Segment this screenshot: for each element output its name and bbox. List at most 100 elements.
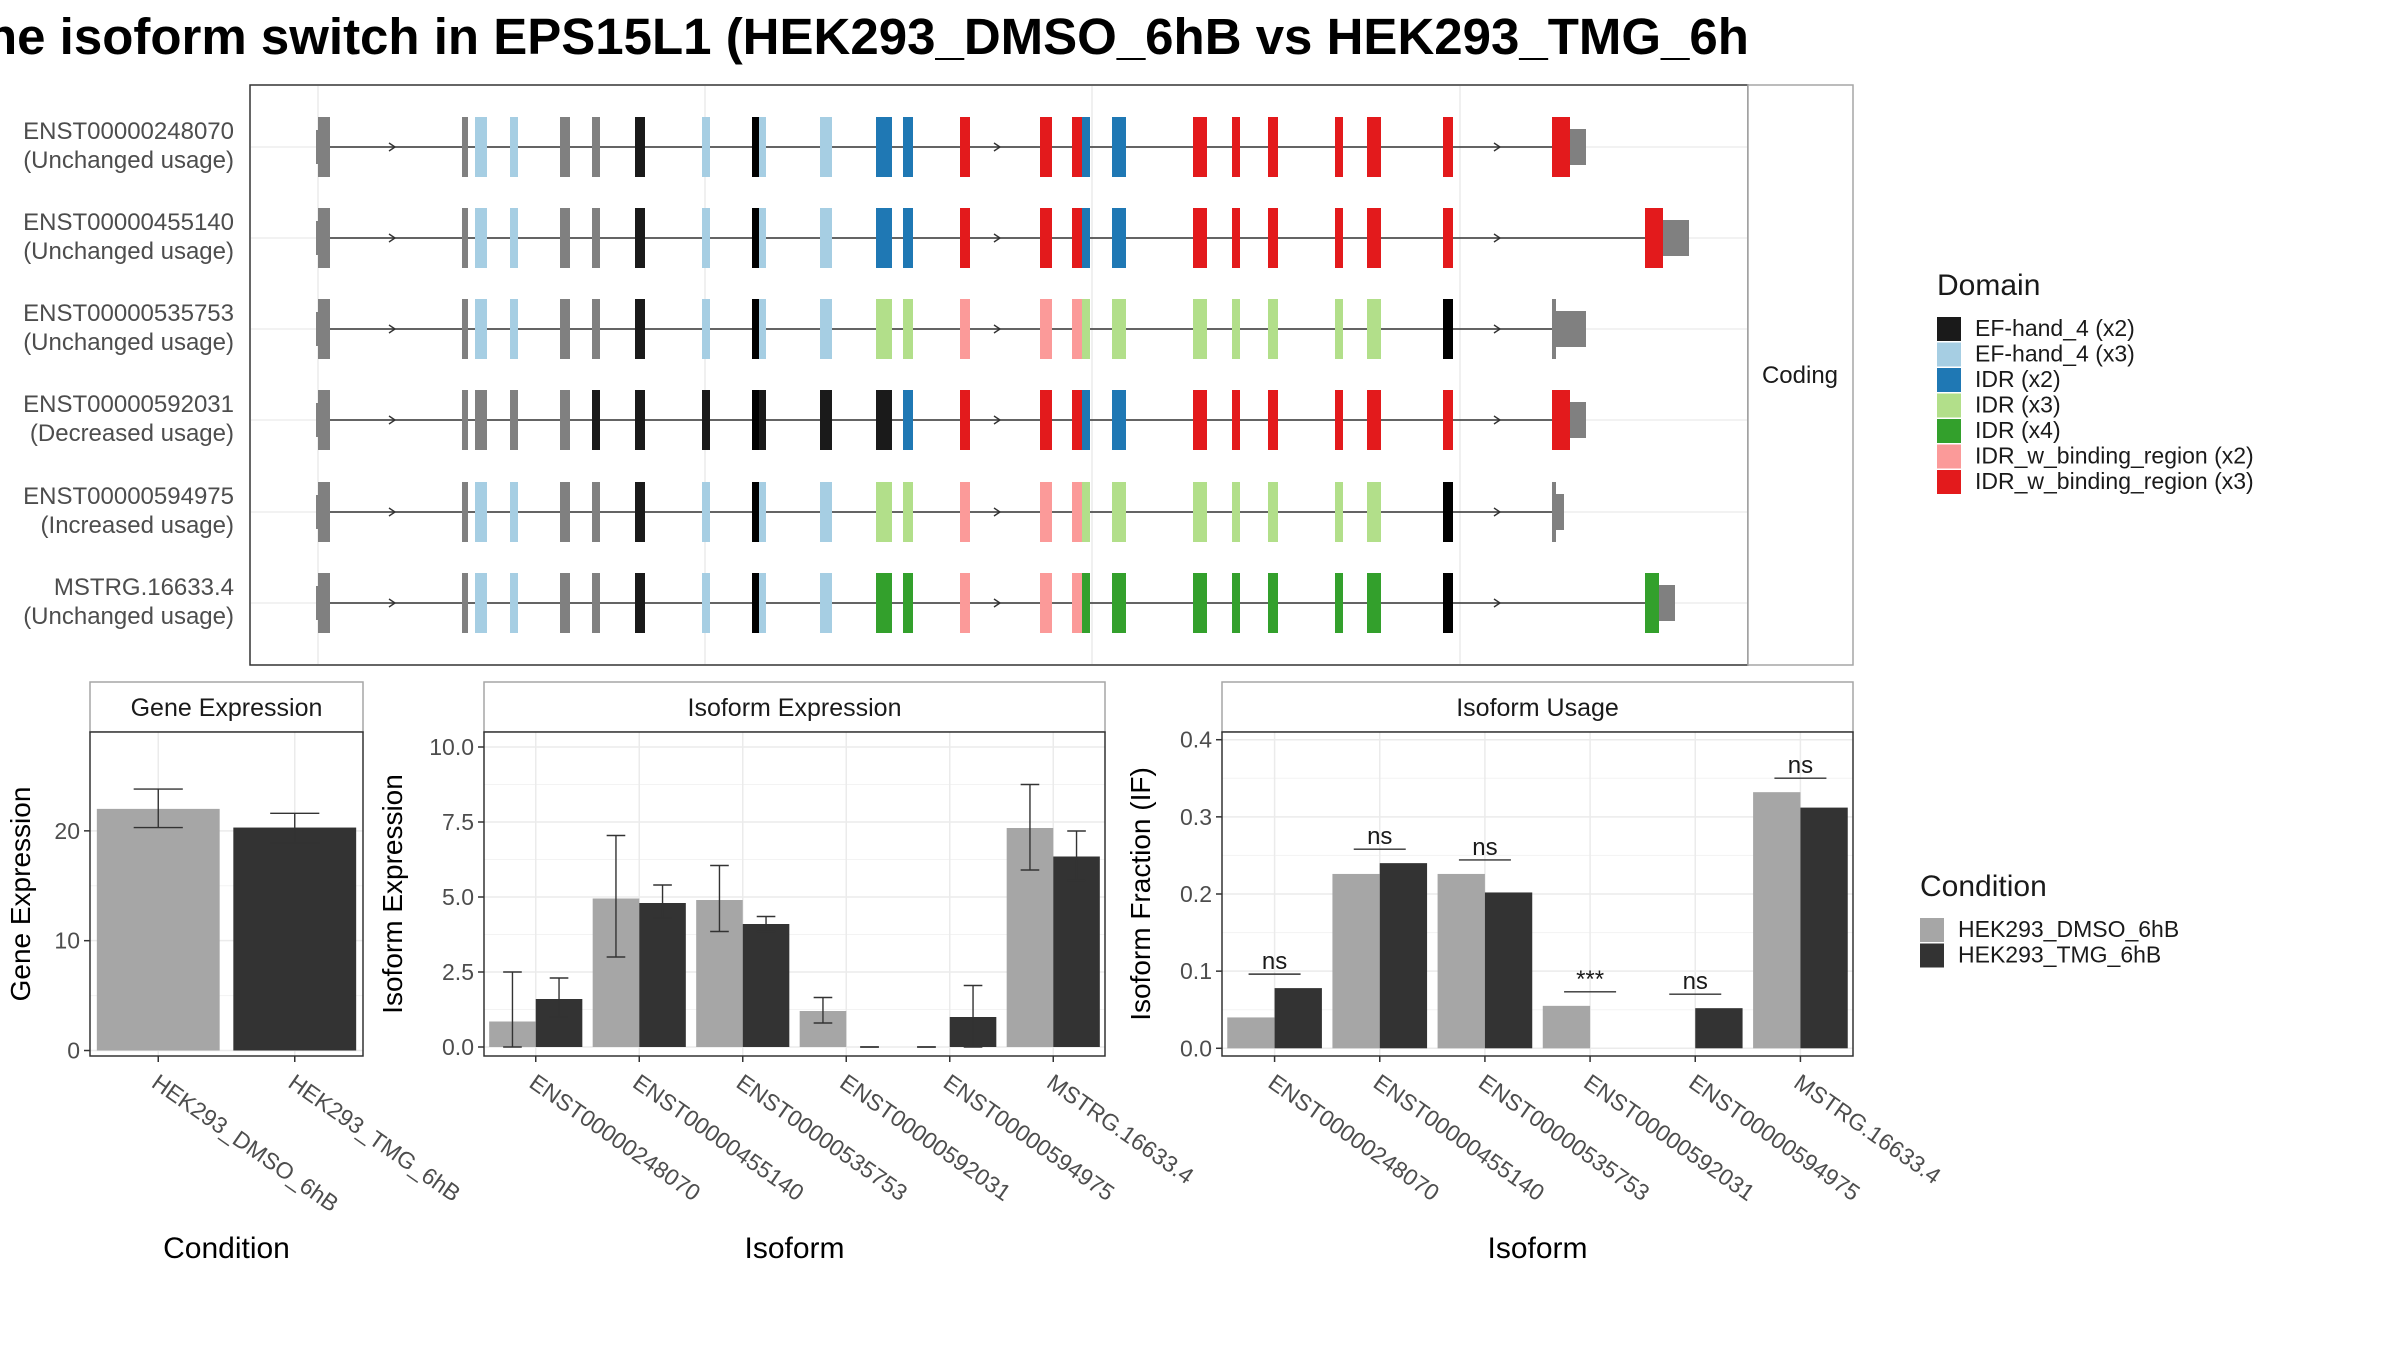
exon-block — [510, 299, 518, 359]
exon-block — [759, 208, 766, 268]
isoform-label-usage: (Unchanged usage) — [23, 147, 234, 174]
y-axis-label: Isoform Expression — [377, 774, 408, 1014]
chart-title: Isoform Usage — [1456, 694, 1619, 722]
exon-block — [820, 573, 832, 633]
intron-direction-arrow — [388, 415, 397, 425]
exon-block — [475, 208, 487, 268]
exon-block — [475, 573, 487, 633]
exon-block — [1335, 573, 1343, 633]
domain-legend-swatch — [1937, 470, 1961, 494]
exon-block — [1072, 117, 1082, 177]
exon-block — [1072, 390, 1082, 450]
exon-block — [592, 573, 600, 633]
structure-strip-label: Coding — [1762, 362, 1838, 389]
exon-block — [560, 482, 570, 542]
exon-block — [510, 117, 518, 177]
x-tick-label: ENST00000535753 — [1474, 1069, 1654, 1206]
utr-block — [1663, 220, 1689, 256]
exon-block — [560, 390, 570, 450]
y-tick-label: 7.5 — [442, 809, 474, 835]
exon-block — [1367, 117, 1381, 177]
significance-label: ns — [1367, 823, 1392, 850]
bar — [1753, 792, 1801, 1049]
domain-legend-swatch — [1937, 368, 1961, 392]
exon-block — [462, 117, 468, 177]
intron-direction-arrow — [1493, 507, 1502, 517]
isoform-label-id: ENST00000248070 — [23, 118, 234, 145]
bar — [1695, 1008, 1743, 1049]
utr-block — [1556, 311, 1586, 347]
exon-block — [1193, 390, 1207, 450]
isoform-label-usage: (Unchanged usage) — [23, 329, 234, 356]
exon-block — [1040, 299, 1052, 359]
y-tick-label: 0 — [67, 1038, 80, 1064]
isoform-label-id: ENST00000592031 — [23, 391, 234, 418]
exon-block — [752, 573, 759, 633]
exon-block — [1335, 299, 1343, 359]
exon-block — [960, 573, 970, 633]
exon-block — [1367, 390, 1381, 450]
exon-block — [1232, 299, 1240, 359]
exon-block — [1268, 208, 1278, 268]
exon-block — [960, 299, 970, 359]
structure-rows — [316, 117, 1689, 633]
exon-block — [592, 208, 600, 268]
intron-direction-arrow — [993, 415, 1002, 425]
exon-block — [903, 482, 913, 542]
intron-direction-arrow — [1493, 598, 1502, 608]
exon-block — [702, 482, 710, 542]
exon-block — [318, 390, 330, 450]
exon-block — [1443, 117, 1453, 177]
significance-label: ns — [1788, 752, 1813, 779]
exon-block — [1072, 482, 1082, 542]
isoform-structure-row — [316, 299, 1586, 359]
exon-block — [702, 299, 710, 359]
bar — [742, 924, 790, 1047]
x-axis-label: Condition — [163, 1232, 290, 1265]
exon-block — [1443, 390, 1453, 450]
exon-block — [1335, 390, 1343, 450]
exon-block — [1335, 482, 1343, 542]
exon-block — [1112, 117, 1126, 177]
exon-block — [1335, 208, 1343, 268]
exon-block — [510, 208, 518, 268]
exon-block — [462, 482, 468, 542]
exon-block — [560, 299, 570, 359]
exon-block — [1040, 117, 1052, 177]
exon-block — [1193, 299, 1207, 359]
exon-block — [1552, 299, 1556, 359]
domain-legend-label: IDR (x3) — [1975, 392, 2061, 418]
exon-block — [1112, 390, 1126, 450]
chart-title: Isoform Expression — [688, 694, 902, 722]
y-tick-label: 10 — [54, 928, 80, 954]
exon-block — [1443, 208, 1453, 268]
significance-label: ns — [1262, 948, 1287, 975]
exon-block — [592, 117, 600, 177]
exon-block — [1268, 482, 1278, 542]
exon-block — [1082, 573, 1090, 633]
exon-block — [318, 117, 330, 177]
exon-block — [1082, 299, 1090, 359]
exon-block — [960, 117, 970, 177]
exon-block — [462, 573, 468, 633]
exon-block — [1072, 299, 1082, 359]
intron-direction-arrow — [388, 598, 397, 608]
exon-block — [1040, 390, 1052, 450]
exon-block — [759, 299, 766, 359]
intron-direction-arrow — [993, 233, 1002, 243]
exon-block — [702, 117, 710, 177]
exon-block — [1552, 482, 1556, 542]
y-tick-label: 0.0 — [442, 1034, 474, 1060]
exon-block — [1232, 573, 1240, 633]
y-tick-label: 0.2 — [1180, 881, 1212, 907]
exon-block — [635, 299, 645, 359]
exon-block — [1193, 208, 1207, 268]
exon-block — [1232, 482, 1240, 542]
exon-block — [960, 482, 970, 542]
exon-block — [635, 482, 645, 542]
isoform-structure-row — [316, 573, 1675, 633]
isoform-label-usage: (Unchanged usage) — [23, 603, 234, 630]
bar — [233, 827, 357, 1051]
condition-legend-swatch — [1920, 943, 1944, 968]
